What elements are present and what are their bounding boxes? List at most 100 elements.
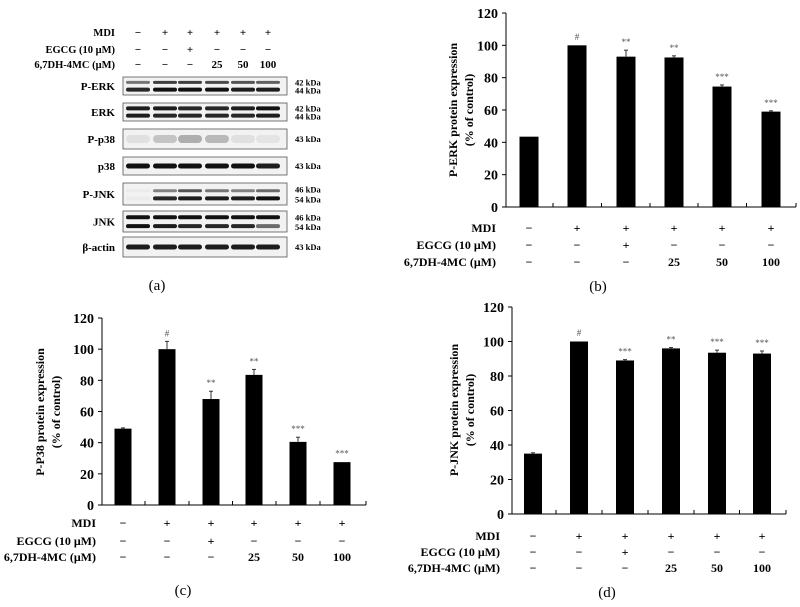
treatment-value: − — [622, 561, 629, 575]
bar — [712, 86, 732, 207]
significance-marker: *** — [764, 98, 778, 108]
significance-marker: *** — [618, 347, 632, 357]
blot-band — [153, 224, 177, 229]
bar — [245, 374, 263, 505]
treatment-value: 25 — [248, 550, 260, 564]
treatment-label: MDI — [71, 516, 96, 530]
blot-treatment-value: 50 — [238, 59, 250, 71]
kda-label: 42 kDa — [295, 77, 321, 87]
blot-band — [126, 189, 150, 192]
treatment-value: − — [164, 550, 171, 564]
treatment-value: − — [576, 561, 583, 575]
treatment-value: − — [120, 534, 127, 548]
bar — [289, 441, 307, 505]
blot-band — [126, 244, 150, 250]
blot-band — [178, 215, 202, 220]
treatment-value: 100 — [762, 255, 780, 269]
y-tick-label: 80 — [484, 72, 498, 87]
y-tick-label: 80 — [80, 374, 94, 389]
y-axis-label: P-JNK protein expression — [447, 344, 461, 477]
blot-band — [153, 215, 177, 220]
treatment-value: + — [208, 534, 215, 548]
y-tick-label: 60 — [490, 405, 504, 420]
y-tick-label: 100 — [483, 336, 504, 351]
blot-treatment-label: MDI — [93, 28, 115, 39]
blot-treatment-value: − — [265, 44, 271, 56]
blot-treatment-value: 100 — [260, 59, 277, 71]
significance-marker: ** — [207, 378, 217, 388]
blot-treatment-value: + — [240, 27, 246, 39]
bar — [662, 348, 680, 514]
blot-band — [178, 244, 202, 250]
treatment-value: 25 — [668, 255, 680, 269]
blot-row-label: P-p38 — [88, 134, 116, 146]
treatment-value: − — [295, 534, 302, 548]
blot-band — [178, 135, 202, 143]
blot-band — [126, 224, 150, 229]
blot-band — [126, 215, 150, 220]
y-tick-label: 80 — [490, 370, 504, 385]
treatment-value: − — [120, 550, 127, 564]
blot-band — [256, 244, 280, 250]
treatment-value: − — [623, 255, 630, 269]
y-tick-label: 20 — [80, 468, 94, 483]
treatment-value: − — [208, 550, 215, 564]
treatment-value: − — [576, 545, 583, 559]
y-tick-label: 120 — [483, 301, 504, 316]
blot-band — [153, 196, 177, 201]
treatment-value: 25 — [665, 561, 677, 575]
kda-label: 44 kDa — [295, 86, 321, 96]
blot-treatment-value: + — [162, 27, 168, 39]
bar-chart-d — [508, 306, 787, 515]
y-tick-label: 40 — [490, 439, 504, 454]
blot-band — [126, 163, 150, 169]
blot-row-label: P-ERK — [81, 81, 116, 93]
y-tick-label: 60 — [80, 406, 94, 421]
treatment-value: + — [339, 516, 346, 530]
kda-label: 46 kDa — [295, 185, 321, 195]
treatment-label: EGCG (10 μM) — [421, 545, 500, 559]
blot-band — [178, 80, 202, 84]
blot-band — [153, 135, 177, 143]
y-tick-label: 0 — [497, 508, 504, 523]
treatment-label: 6,7DH-4MC (μM) — [408, 561, 500, 575]
blot-band — [153, 163, 177, 169]
blot-band — [205, 244, 229, 250]
blot-row-label: JNK — [93, 217, 115, 229]
treatment-value: − — [759, 545, 766, 559]
bar — [753, 353, 771, 514]
y-tick-label: 40 — [484, 136, 498, 151]
blot-band — [205, 215, 229, 220]
treatment-value: − — [526, 255, 533, 269]
panel-label-a: (a) — [149, 278, 166, 294]
blot-band — [178, 87, 202, 92]
kda-label: 43 kDa — [295, 242, 321, 252]
blot-frame — [122, 76, 288, 96]
blot-row-label: p38 — [98, 161, 116, 173]
blot-strip — [122, 128, 288, 150]
blot-band — [231, 244, 255, 250]
treatment-value: − — [120, 516, 127, 530]
treatment-value: + — [576, 529, 583, 543]
treatment-value: 100 — [333, 550, 351, 564]
y-tick-label: 0 — [87, 499, 94, 514]
treatment-value: + — [622, 545, 629, 559]
bar — [664, 57, 684, 208]
y-axis-label: P-ERK protein expression — [446, 43, 460, 178]
significance-marker: # — [577, 328, 582, 338]
blot-band — [205, 87, 229, 92]
blot-band — [256, 215, 280, 220]
treatment-value: + — [623, 221, 630, 235]
treatment-label: MDI — [471, 221, 496, 235]
blot-treatment-label: 6,7DH-4MC (μM) — [34, 60, 115, 71]
blot-band — [231, 215, 255, 220]
blot-strip — [122, 236, 288, 258]
treatment-value: − — [574, 255, 581, 269]
blot-band — [256, 87, 280, 92]
y-tick-label: 60 — [484, 104, 498, 119]
blot-treatment-value: − — [240, 44, 246, 56]
blot-treatment-value: − — [162, 44, 168, 56]
blot-band — [256, 224, 280, 229]
bar — [570, 341, 588, 514]
blot-frame — [122, 102, 288, 122]
